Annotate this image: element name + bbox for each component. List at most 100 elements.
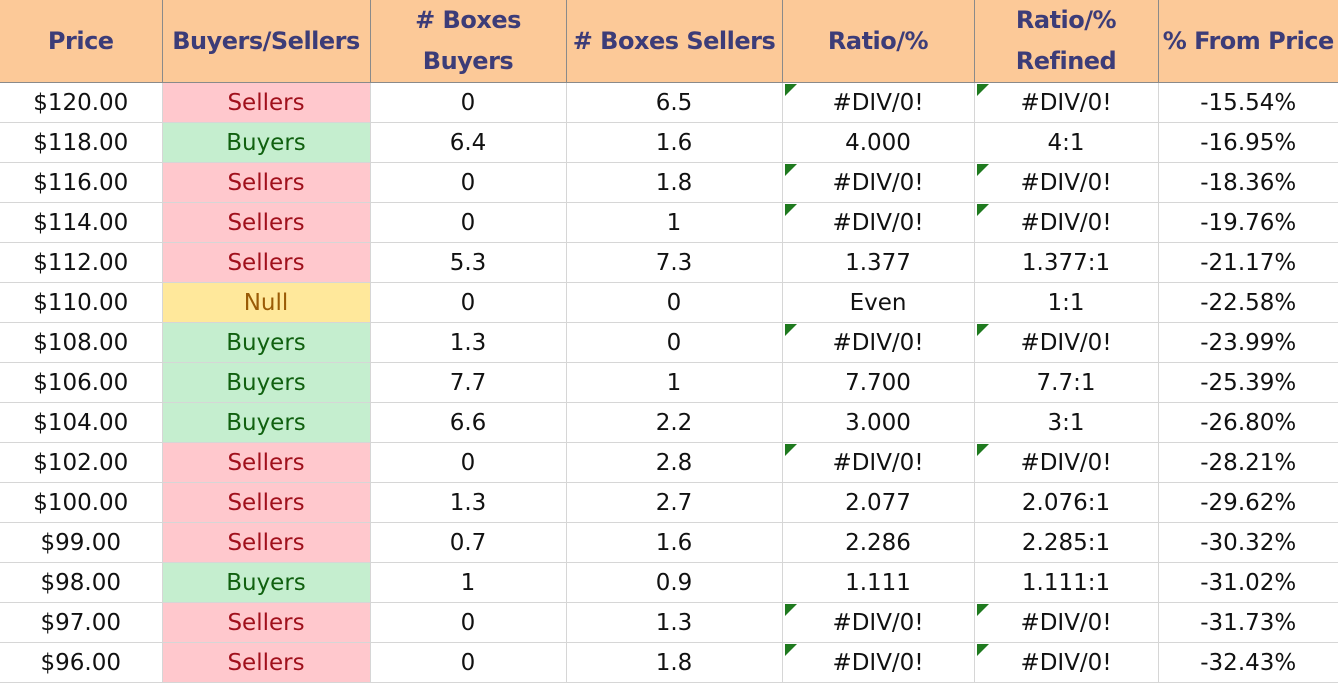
ratio-refined-cell[interactable]: 1.377:1 bbox=[974, 242, 1159, 283]
buyers-sellers-cell[interactable]: Sellers bbox=[162, 602, 371, 643]
buyers-sellers-cell[interactable]: Buyers bbox=[162, 562, 371, 603]
ratio-cell[interactable]: #DIV/0! bbox=[782, 602, 975, 643]
price-cell[interactable]: $108.00 bbox=[0, 322, 163, 363]
boxes-sellers-cell[interactable]: 1.6 bbox=[566, 522, 783, 563]
buyers-sellers-cell[interactable]: Sellers bbox=[162, 482, 371, 523]
boxes-sellers-cell[interactable]: 1.3 bbox=[566, 602, 783, 643]
ratio-refined-cell[interactable]: #DIV/0! bbox=[974, 162, 1159, 203]
buyers-sellers-cell[interactable]: Null bbox=[162, 282, 371, 323]
ratio-refined-cell[interactable]: 3:1 bbox=[974, 402, 1159, 443]
boxes-buyers-cell[interactable]: 1 bbox=[370, 562, 567, 603]
ratio-cell[interactable]: #DIV/0! bbox=[782, 82, 975, 123]
price-cell[interactable]: $114.00 bbox=[0, 202, 163, 243]
from-price-cell[interactable]: -26.80% bbox=[1158, 402, 1338, 443]
buyers-sellers-cell[interactable]: Buyers bbox=[162, 122, 371, 163]
from-price-cell[interactable]: -31.73% bbox=[1158, 602, 1338, 643]
ratio-refined-cell[interactable]: #DIV/0! bbox=[974, 82, 1159, 123]
ratio-cell[interactable]: #DIV/0! bbox=[782, 202, 975, 243]
ratio-cell[interactable]: 2.286 bbox=[782, 522, 975, 563]
boxes-sellers-cell[interactable]: 2.7 bbox=[566, 482, 783, 523]
boxes-sellers-cell[interactable]: 0 bbox=[566, 322, 783, 363]
ratio-cell[interactable]: #DIV/0! bbox=[782, 442, 975, 483]
header-buyers-sellers[interactable]: Buyers/Sellers bbox=[162, 0, 371, 83]
from-price-cell[interactable]: -31.02% bbox=[1158, 562, 1338, 603]
boxes-sellers-cell[interactable]: 1 bbox=[566, 202, 783, 243]
price-cell[interactable]: $97.00 bbox=[0, 602, 163, 643]
boxes-sellers-cell[interactable]: 0.9 bbox=[566, 562, 783, 603]
price-cell[interactable]: $106.00 bbox=[0, 362, 163, 403]
header-ratio[interactable]: Ratio/% bbox=[782, 0, 975, 83]
price-cell[interactable]: $120.00 bbox=[0, 82, 163, 123]
boxes-buyers-cell[interactable]: 1.3 bbox=[370, 482, 567, 523]
boxes-buyers-cell[interactable]: 0 bbox=[370, 282, 567, 323]
ratio-cell[interactable]: 2.077 bbox=[782, 482, 975, 523]
ratio-refined-cell[interactable]: 1.111:1 bbox=[974, 562, 1159, 603]
from-price-cell[interactable]: -16.95% bbox=[1158, 122, 1338, 163]
buyers-sellers-cell[interactable]: Buyers bbox=[162, 362, 371, 403]
ratio-refined-cell[interactable]: 1:1 bbox=[974, 282, 1159, 323]
from-price-cell[interactable]: -21.17% bbox=[1158, 242, 1338, 283]
from-price-cell[interactable]: -22.58% bbox=[1158, 282, 1338, 323]
buyers-sellers-cell[interactable]: Sellers bbox=[162, 242, 371, 283]
buyers-sellers-cell[interactable]: Sellers bbox=[162, 642, 371, 683]
buyers-sellers-cell[interactable]: Sellers bbox=[162, 202, 371, 243]
ratio-refined-cell[interactable]: 2.076:1 bbox=[974, 482, 1159, 523]
boxes-sellers-cell[interactable]: 2.8 bbox=[566, 442, 783, 483]
ratio-cell[interactable]: 4.000 bbox=[782, 122, 975, 163]
ratio-cell[interactable]: #DIV/0! bbox=[782, 642, 975, 683]
ratio-refined-cell[interactable]: #DIV/0! bbox=[974, 442, 1159, 483]
from-price-cell[interactable]: -18.36% bbox=[1158, 162, 1338, 203]
boxes-buyers-cell[interactable]: 5.3 bbox=[370, 242, 567, 283]
from-price-cell[interactable]: -32.43% bbox=[1158, 642, 1338, 683]
from-price-cell[interactable]: -29.62% bbox=[1158, 482, 1338, 523]
buyers-sellers-cell[interactable]: Buyers bbox=[162, 322, 371, 363]
price-cell[interactable]: $100.00 bbox=[0, 482, 163, 523]
boxes-buyers-cell[interactable]: 0 bbox=[370, 162, 567, 203]
from-price-cell[interactable]: -30.32% bbox=[1158, 522, 1338, 563]
ratio-cell[interactable]: #DIV/0! bbox=[782, 162, 975, 203]
boxes-buyers-cell[interactable]: 6.6 bbox=[370, 402, 567, 443]
boxes-sellers-cell[interactable]: 0 bbox=[566, 282, 783, 323]
from-price-cell[interactable]: -25.39% bbox=[1158, 362, 1338, 403]
buyers-sellers-cell[interactable]: Sellers bbox=[162, 442, 371, 483]
boxes-sellers-cell[interactable]: 1.6 bbox=[566, 122, 783, 163]
ratio-refined-cell[interactable]: 2.285:1 bbox=[974, 522, 1159, 563]
ratio-cell[interactable]: 7.700 bbox=[782, 362, 975, 403]
boxes-sellers-cell[interactable]: 6.5 bbox=[566, 82, 783, 123]
from-price-cell[interactable]: -23.99% bbox=[1158, 322, 1338, 363]
buyers-sellers-cell[interactable]: Buyers bbox=[162, 402, 371, 443]
boxes-buyers-cell[interactable]: 0 bbox=[370, 82, 567, 123]
boxes-sellers-cell[interactable]: 1 bbox=[566, 362, 783, 403]
ratio-cell[interactable]: 1.111 bbox=[782, 562, 975, 603]
boxes-buyers-cell[interactable]: 0 bbox=[370, 602, 567, 643]
header-from-price[interactable]: % From Price bbox=[1158, 0, 1338, 83]
boxes-buyers-cell[interactable]: 1.3 bbox=[370, 322, 567, 363]
price-cell[interactable]: $98.00 bbox=[0, 562, 163, 603]
price-cell[interactable]: $118.00 bbox=[0, 122, 163, 163]
price-cell[interactable]: $99.00 bbox=[0, 522, 163, 563]
from-price-cell[interactable]: -28.21% bbox=[1158, 442, 1338, 483]
header-boxes-sellers[interactable]: # Boxes Sellers bbox=[566, 0, 783, 83]
boxes-buyers-cell[interactable]: 0 bbox=[370, 202, 567, 243]
ratio-cell[interactable]: Even bbox=[782, 282, 975, 323]
boxes-sellers-cell[interactable]: 2.2 bbox=[566, 402, 783, 443]
buyers-sellers-cell[interactable]: Sellers bbox=[162, 522, 371, 563]
boxes-sellers-cell[interactable]: 1.8 bbox=[566, 642, 783, 683]
price-cell[interactable]: $110.00 bbox=[0, 282, 163, 323]
from-price-cell[interactable]: -19.76% bbox=[1158, 202, 1338, 243]
ratio-refined-cell[interactable]: 4:1 bbox=[974, 122, 1159, 163]
ratio-refined-cell[interactable]: #DIV/0! bbox=[974, 202, 1159, 243]
boxes-buyers-cell[interactable]: 0 bbox=[370, 642, 567, 683]
price-cell[interactable]: $102.00 bbox=[0, 442, 163, 483]
boxes-buyers-cell[interactable]: 0.7 bbox=[370, 522, 567, 563]
ratio-refined-cell[interactable]: #DIV/0! bbox=[974, 642, 1159, 683]
header-boxes-buyers[interactable]: # Boxes Buyers bbox=[370, 0, 567, 83]
price-cell[interactable]: $104.00 bbox=[0, 402, 163, 443]
boxes-sellers-cell[interactable]: 7.3 bbox=[566, 242, 783, 283]
boxes-buyers-cell[interactable]: 6.4 bbox=[370, 122, 567, 163]
boxes-sellers-cell[interactable]: 1.8 bbox=[566, 162, 783, 203]
buyers-sellers-cell[interactable]: Sellers bbox=[162, 162, 371, 203]
ratio-refined-cell[interactable]: 7.7:1 bbox=[974, 362, 1159, 403]
boxes-buyers-cell[interactable]: 7.7 bbox=[370, 362, 567, 403]
boxes-buyers-cell[interactable]: 0 bbox=[370, 442, 567, 483]
